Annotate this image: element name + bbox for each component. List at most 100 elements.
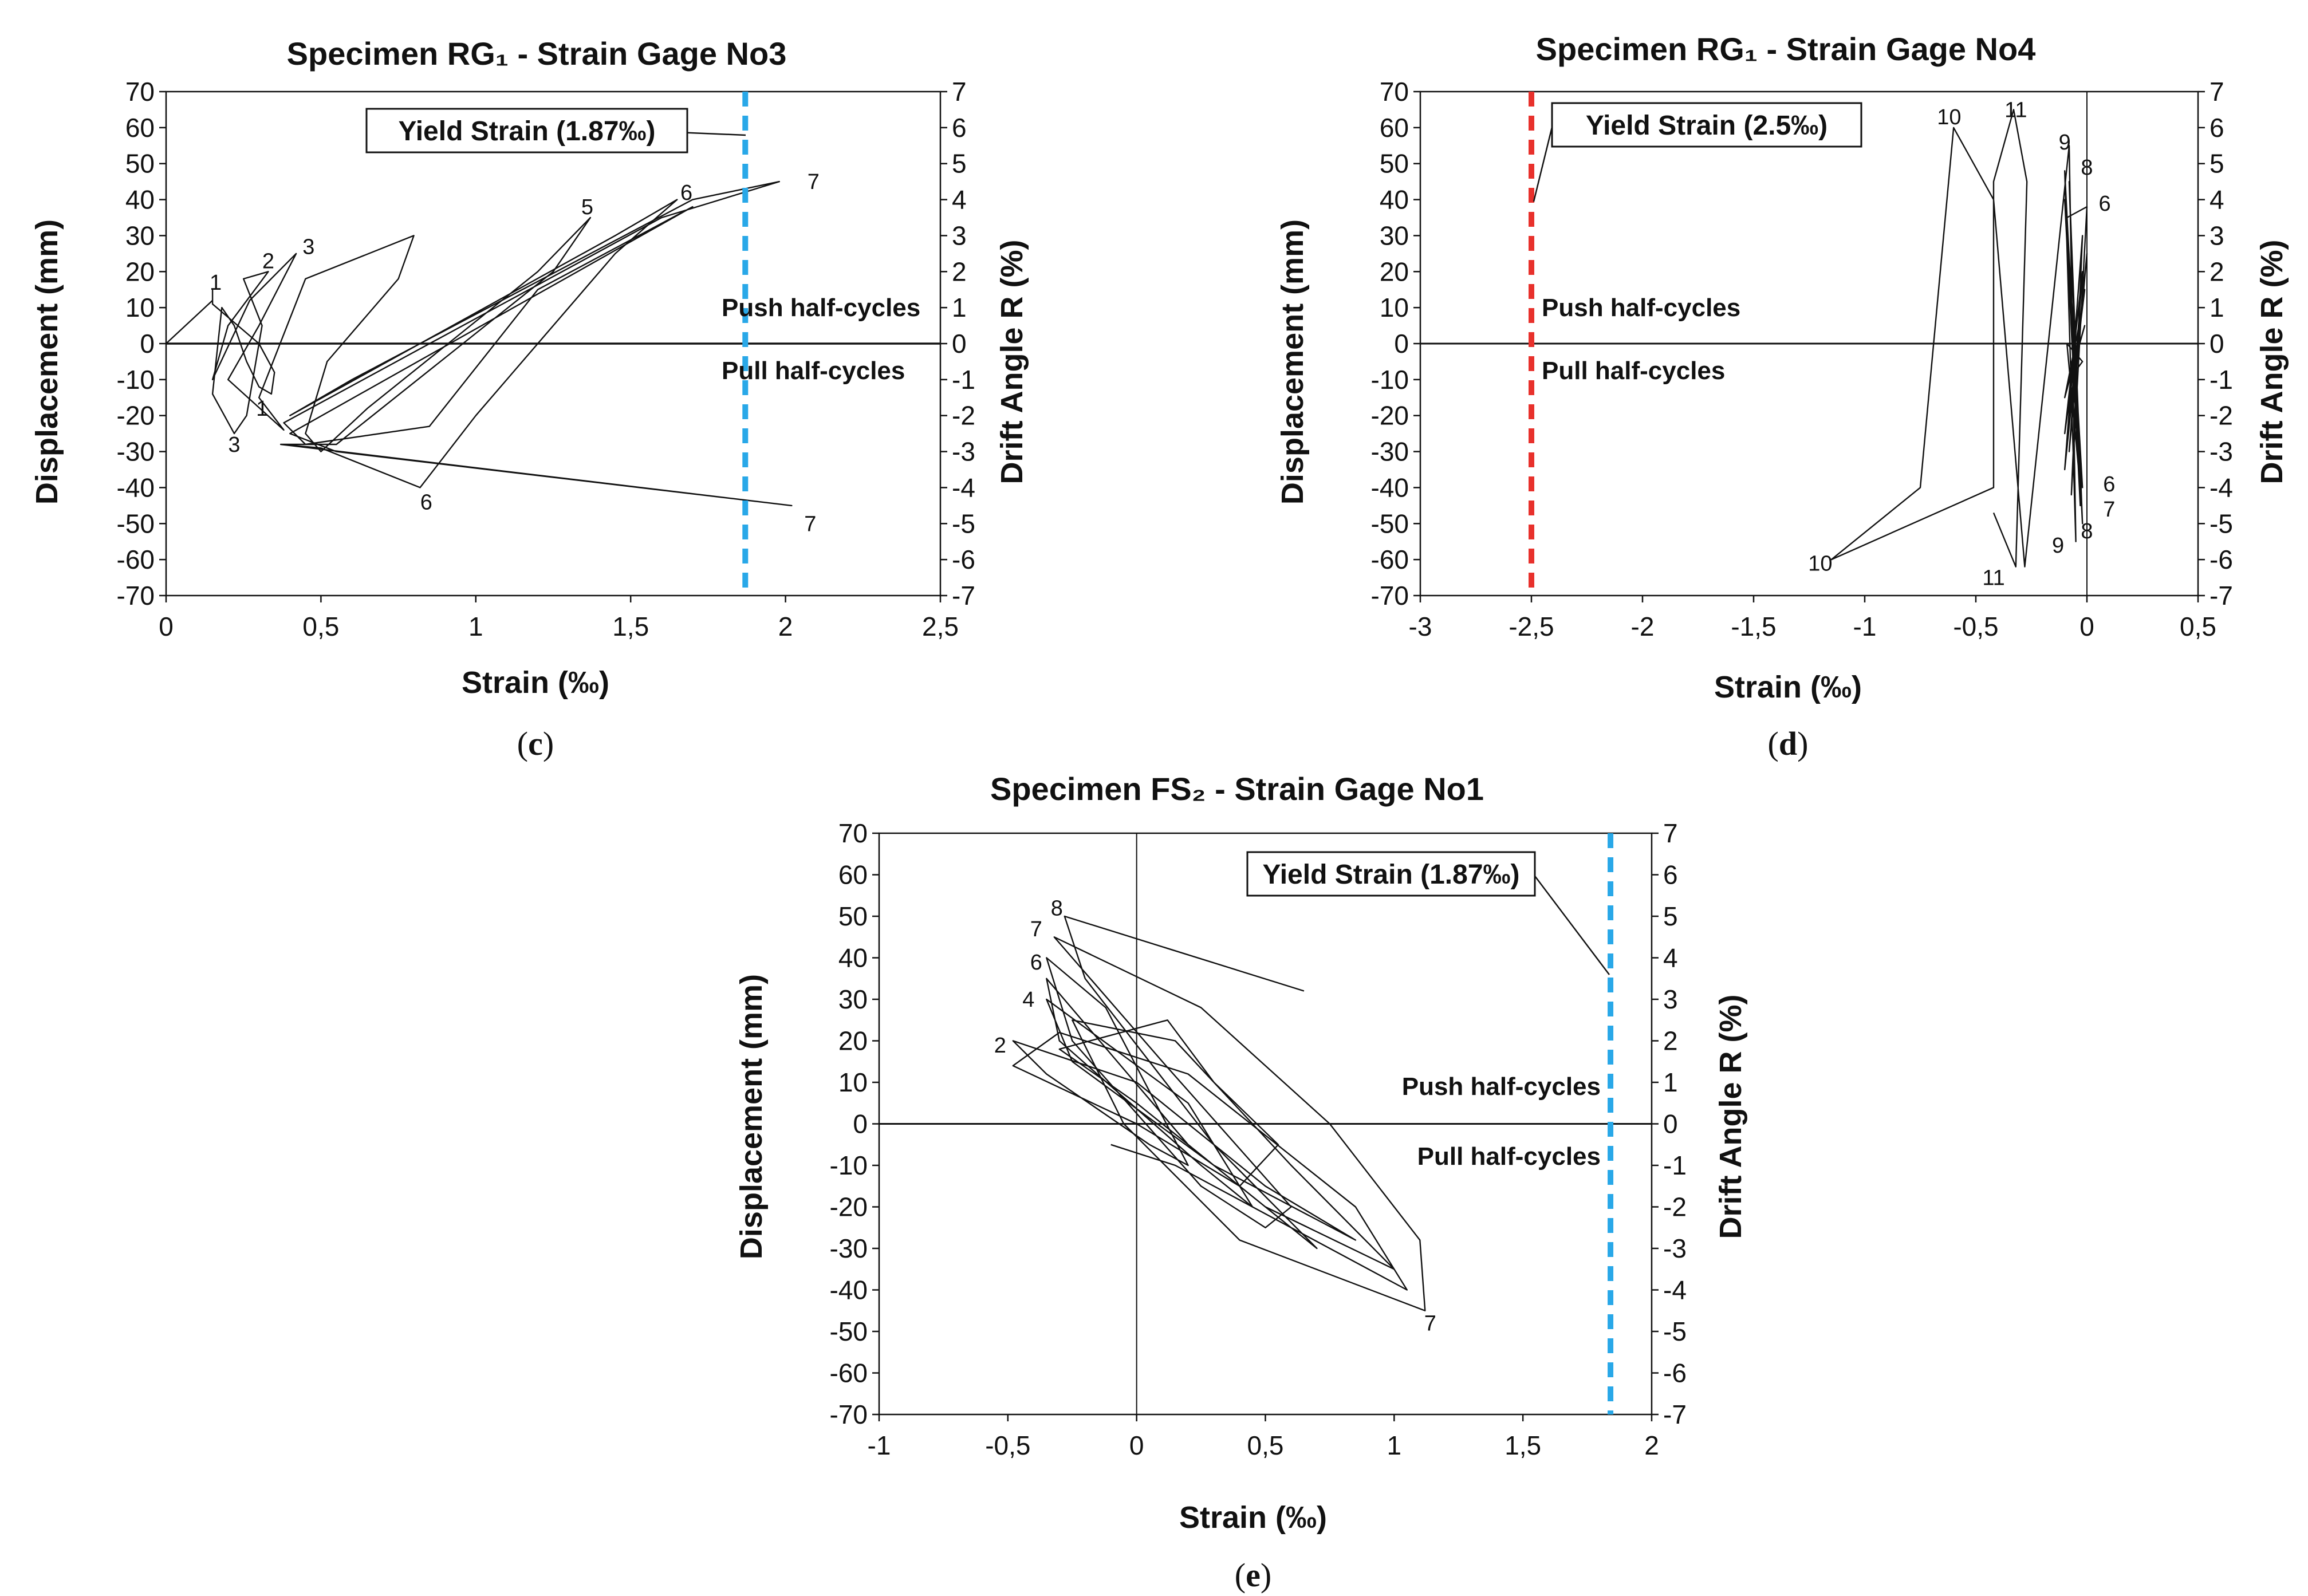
y2-tick-label: -4 (2209, 472, 2233, 502)
y-tick-label: 10 (838, 1067, 868, 1097)
y-tick-label: -70 (117, 581, 155, 610)
panel-label-e: (e) (1235, 1556, 1271, 1594)
y-tick-label: -70 (830, 1400, 868, 1429)
y2-tick-label: 2 (1663, 1026, 1678, 1056)
x-tick-label: 0 (1129, 1431, 1144, 1460)
y2-tick-label: -2 (1663, 1192, 1687, 1222)
cycle-label: 9 (2059, 131, 2071, 155)
x-tick-label: 2 (1644, 1431, 1659, 1460)
y2-tick-label: 6 (1663, 860, 1678, 890)
cycle-label: 1 (256, 397, 268, 421)
y-tick-label: 40 (838, 943, 868, 973)
chart-title-d: Specimen RG₁ - Strain Gage No4 (1536, 31, 2036, 67)
x-tick-label: 0,5 (1247, 1431, 1284, 1460)
cycle-label: 5 (581, 195, 593, 219)
y-tick-label: -40 (830, 1275, 868, 1305)
y-tick-label: -20 (830, 1192, 868, 1222)
y2-tick-label: 0 (1663, 1109, 1678, 1139)
pull-half-cycles-label-c: Pull half-cycles (722, 357, 905, 385)
cycle-label: 7 (808, 170, 820, 194)
y-tick-label: -50 (117, 509, 155, 538)
panel-letter-e: e (1246, 1556, 1261, 1594)
y2-tick-label: -7 (1663, 1400, 1687, 1429)
x-axis-label-c: Strain (‰) (462, 665, 609, 700)
panel-letter-c: c (528, 725, 543, 762)
y2-tick-label: -5 (2209, 509, 2233, 538)
cycle-label: 6 (680, 181, 692, 205)
x-tick-label: -1 (868, 1431, 891, 1460)
cycle-label: 7 (804, 512, 816, 536)
cycle-label: 8 (1051, 897, 1063, 921)
y-tick-label: 30 (1380, 220, 1409, 250)
y-tick-label: -40 (1371, 472, 1409, 502)
cycle-label: 2 (262, 249, 274, 273)
cycle-label: 4 (1022, 988, 1034, 1012)
y2-axis-label-e: Drift Angle R (%) (1714, 995, 1748, 1239)
y-tick-label: -30 (830, 1234, 868, 1263)
yield-callout-leader-e (1534, 876, 1610, 975)
series-trace-e (1012, 915, 1426, 1312)
y-tick-label: 0 (140, 329, 155, 358)
x-axis-label-d: Strain (‰) (1714, 670, 1862, 704)
y-tick-label: -70 (1371, 581, 1409, 610)
y2-tick-label: 7 (1663, 818, 1678, 848)
y2-tick-label: -7 (952, 581, 975, 610)
y-tick-label: 50 (125, 149, 155, 179)
y2-tick-label: -1 (1663, 1150, 1687, 1180)
y-tick-label: -10 (1371, 365, 1409, 395)
y2-tick-label: 7 (2209, 77, 2224, 107)
y2-tick-label: -1 (2209, 365, 2233, 395)
y2-axis-label-c: Drift Angle R (%) (995, 240, 1029, 484)
y2-tick-label: 1 (952, 293, 967, 322)
y-axis-label-e: Displacement (mm) (734, 974, 769, 1259)
y-tick-label: 60 (838, 860, 868, 890)
cycle-label: 6 (2098, 192, 2110, 216)
series-trace-d (1830, 109, 2088, 568)
cycle-label: 7 (2103, 498, 2115, 522)
y2-tick-label: -3 (952, 437, 975, 467)
y-tick-label: 30 (125, 220, 155, 250)
y-tick-label: 50 (1380, 149, 1409, 179)
y2-tick-label: 6 (2209, 113, 2224, 143)
y-tick-label: -10 (830, 1150, 868, 1180)
cycle-label: 10 (1937, 105, 1961, 129)
y2-tick-label: 4 (952, 185, 967, 215)
cycle-label: 11 (2004, 98, 2027, 122)
x-tick-label: 1 (1387, 1431, 1402, 1460)
cycle-label: 9 (2052, 534, 2064, 558)
x-tick-label: 0 (159, 612, 174, 641)
x-tick-label: 0,5 (302, 612, 339, 641)
y2-tick-label: -2 (952, 401, 975, 431)
cycle-label: 2 (994, 1034, 1006, 1058)
cycle-label: 3 (302, 235, 314, 259)
x-axis-label-e: Strain (‰) (1179, 1500, 1327, 1535)
y-tick-label: 20 (1380, 257, 1409, 286)
y2-tick-label: 7 (952, 77, 967, 107)
y-tick-label: 10 (1380, 293, 1409, 322)
y2-tick-label: 6 (952, 113, 967, 143)
cycle-label: 8 (2081, 156, 2093, 180)
yield-callout-box-e (1246, 851, 1536, 897)
push-half-cycles-label-e: Push half-cycles (1402, 1073, 1601, 1101)
y2-tick-label: 5 (952, 149, 967, 179)
cycle-label: 3 (228, 433, 240, 457)
yield-callout-text-e: Yield Strain (1.87‰) (1262, 860, 1519, 890)
y2-tick-label: 3 (1663, 984, 1678, 1014)
y-tick-label: 40 (125, 185, 155, 215)
y-tick-label: -20 (1371, 401, 1409, 431)
y-tick-label: -30 (117, 437, 155, 467)
chart-title-e: Specimen FS₂ - Strain Gage No1 (990, 771, 1484, 807)
x-tick-label: 2,5 (922, 612, 959, 641)
chart-panel-e: Specimen FS₂ - Strain Gage No1 Displacem… (734, 771, 1748, 1594)
yield-callout-text-d: Yield Strain (2.5‰) (1586, 111, 1828, 141)
cycle-label: 11 (1982, 566, 2004, 590)
y-tick-label: 10 (125, 293, 155, 322)
y-tick-label: 60 (1380, 113, 1409, 143)
cycle-label: 6 (1030, 951, 1042, 975)
panel-label-c: (c) (517, 725, 554, 762)
x-tick-label: -1 (1853, 612, 1877, 641)
push-half-cycles-label-d: Push half-cycles (1542, 294, 1740, 322)
y2-tick-label: -6 (952, 545, 975, 574)
